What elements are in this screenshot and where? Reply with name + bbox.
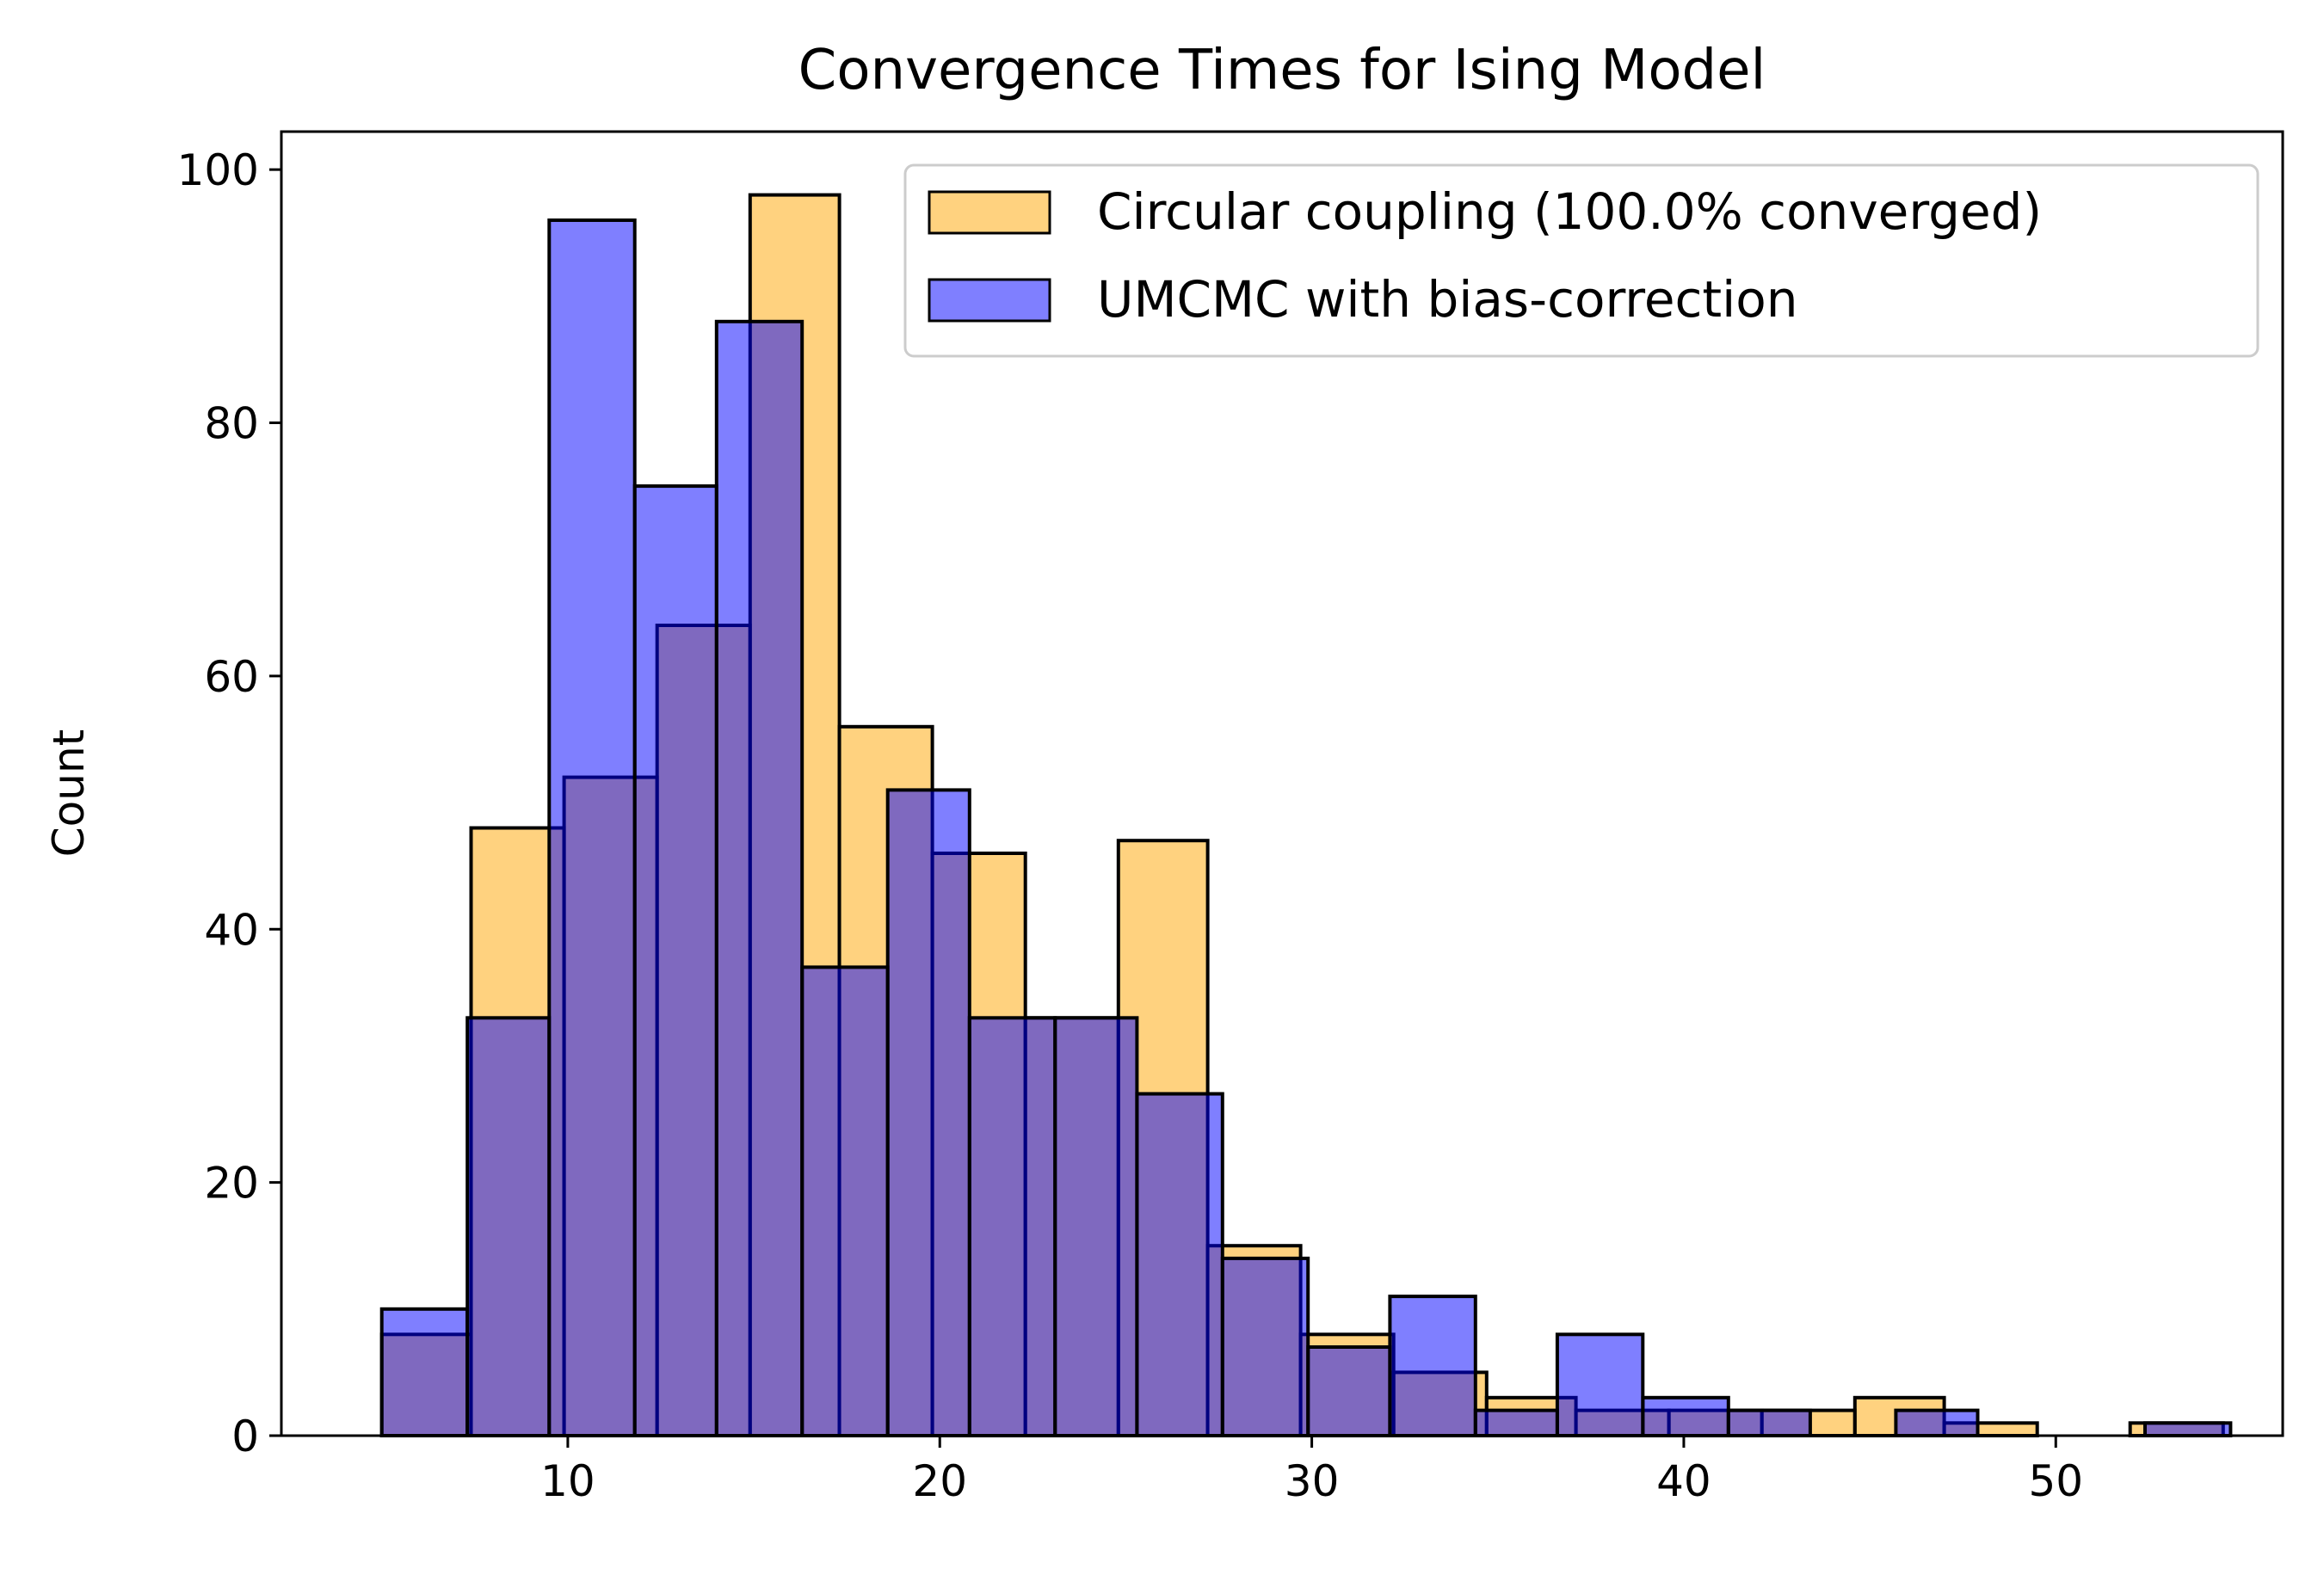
bar-series1-bin14 bbox=[1555, 1332, 1645, 1438]
y-tick-label: 0 bbox=[231, 1412, 259, 1461]
bar-series1-bin3 bbox=[632, 484, 718, 1437]
y-axis-ticks: 0 20 40 60 80 100 bbox=[177, 145, 281, 1461]
legend-swatch-umcmc bbox=[928, 278, 1051, 323]
y-tick-label: 100 bbox=[177, 145, 259, 195]
chart-title: Convergence Times for Ising Model bbox=[798, 39, 1766, 102]
y-tick-label: 80 bbox=[204, 399, 259, 449]
bar-series1-bin15 bbox=[1641, 1395, 1730, 1438]
x-tick-label: 20 bbox=[912, 1456, 967, 1506]
bar-series1-bin12 bbox=[1388, 1295, 1477, 1437]
bar-series1-bin7 bbox=[967, 1016, 1057, 1438]
y-axis-label: Count bbox=[44, 729, 94, 858]
bar-series1-bin5 bbox=[800, 965, 890, 1437]
plot-area-frame bbox=[280, 130, 2284, 1437]
y-tick-label: 60 bbox=[204, 652, 259, 702]
legend: Circular coupling (100.0% converged) UMC… bbox=[903, 163, 2259, 358]
bar-series1-bin0 bbox=[379, 1307, 470, 1438]
x-tick-label: 50 bbox=[2028, 1456, 2083, 1506]
bar-series1-bin4 bbox=[714, 319, 804, 1437]
x-tick-label: 40 bbox=[1656, 1456, 1711, 1506]
bar-series1-bin18 bbox=[1894, 1408, 1980, 1437]
x-tick-label: 30 bbox=[1285, 1456, 1340, 1506]
x-tick-label: 10 bbox=[540, 1456, 595, 1506]
bar-series1-bin2 bbox=[547, 218, 637, 1437]
x-axis-ticks: 10 20 30 40 50 bbox=[540, 1436, 2083, 1506]
legend-label-circular-coupling: Circular coupling (100.0% converged) bbox=[1097, 182, 2042, 241]
bar-series1-bin10 bbox=[1220, 1256, 1310, 1438]
bar-series1-bin16 bbox=[1726, 1408, 1812, 1437]
legend-label-umcmc: UMCMC with bias-correction bbox=[1097, 270, 1798, 329]
legend-swatch-circular-coupling bbox=[928, 190, 1051, 235]
bar-series1-bin1 bbox=[465, 1016, 552, 1438]
bar-series1-bin8 bbox=[1053, 1016, 1139, 1438]
bar-series1-bin9 bbox=[1135, 1092, 1224, 1437]
y-tick-label: 40 bbox=[204, 905, 259, 955]
bar-series1-bin11 bbox=[1306, 1345, 1392, 1437]
legend-box bbox=[903, 163, 2259, 358]
bar-series1-bin21 bbox=[2143, 1421, 2233, 1438]
y-tick-label: 20 bbox=[204, 1159, 259, 1209]
bar-series1-bin6 bbox=[885, 788, 971, 1437]
bars-layer bbox=[379, 193, 2233, 1438]
bar-series1-bin13 bbox=[1473, 1408, 1559, 1437]
